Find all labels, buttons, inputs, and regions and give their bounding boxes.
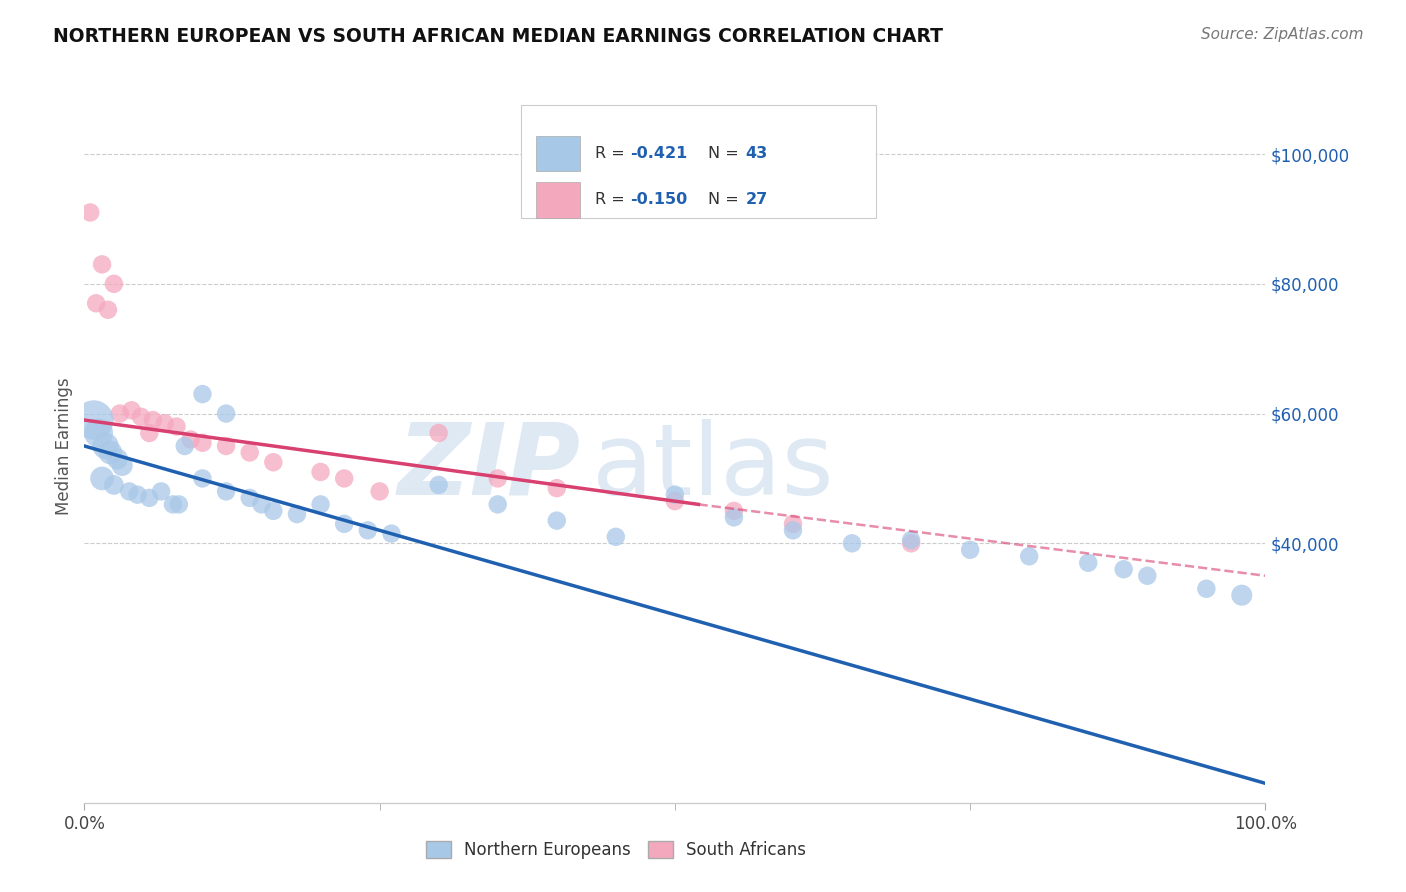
FancyBboxPatch shape xyxy=(536,182,581,218)
Point xyxy=(239,445,262,459)
Point xyxy=(98,445,121,459)
FancyBboxPatch shape xyxy=(536,136,581,171)
Point xyxy=(605,530,627,544)
Point xyxy=(723,510,745,524)
Point xyxy=(84,296,107,310)
Point xyxy=(427,425,450,440)
Point xyxy=(333,516,356,531)
Point xyxy=(97,302,120,317)
Point xyxy=(333,471,356,485)
Point xyxy=(103,478,125,492)
Point xyxy=(142,413,165,427)
Point xyxy=(309,465,332,479)
Point xyxy=(118,484,141,499)
Point xyxy=(91,257,114,271)
Point xyxy=(841,536,863,550)
Point xyxy=(486,497,509,511)
Text: 43: 43 xyxy=(745,146,768,161)
Point xyxy=(782,516,804,531)
Point xyxy=(87,425,110,440)
Point xyxy=(191,471,214,485)
Point xyxy=(215,439,238,453)
Point xyxy=(427,478,450,492)
Point xyxy=(959,542,981,557)
Point xyxy=(108,407,131,421)
Text: N =: N = xyxy=(709,146,744,161)
Point xyxy=(285,507,308,521)
Point xyxy=(111,458,134,473)
Point xyxy=(782,524,804,538)
Point xyxy=(173,439,195,453)
Point xyxy=(546,481,568,495)
Y-axis label: Median Earnings: Median Earnings xyxy=(55,377,73,515)
Point xyxy=(191,435,214,450)
Point xyxy=(1018,549,1040,564)
Text: atlas: atlas xyxy=(592,419,834,516)
Point xyxy=(380,526,402,541)
Point xyxy=(107,452,129,467)
Point xyxy=(486,471,509,485)
Text: -0.421: -0.421 xyxy=(630,146,688,161)
Point xyxy=(191,387,214,401)
Text: R =: R = xyxy=(595,146,630,161)
Point xyxy=(1112,562,1135,576)
Text: ZIP: ZIP xyxy=(398,419,581,516)
Text: N =: N = xyxy=(709,193,744,207)
Point xyxy=(138,425,160,440)
Point xyxy=(127,488,149,502)
Text: 27: 27 xyxy=(745,193,768,207)
Point xyxy=(138,491,160,505)
Point xyxy=(83,413,105,427)
Point xyxy=(79,205,101,219)
Point xyxy=(357,524,380,538)
Point xyxy=(368,484,391,499)
Point xyxy=(1136,568,1159,582)
Point xyxy=(94,439,117,453)
Text: NORTHERN EUROPEAN VS SOUTH AFRICAN MEDIAN EARNINGS CORRELATION CHART: NORTHERN EUROPEAN VS SOUTH AFRICAN MEDIA… xyxy=(53,27,943,45)
Point xyxy=(309,497,332,511)
Point xyxy=(215,407,238,421)
Point xyxy=(150,484,173,499)
Point xyxy=(1195,582,1218,596)
Point xyxy=(723,504,745,518)
Point xyxy=(121,403,143,417)
Point xyxy=(167,497,190,511)
Point xyxy=(153,417,176,431)
Point xyxy=(900,536,922,550)
Point xyxy=(162,497,184,511)
Point xyxy=(262,455,284,469)
Point xyxy=(262,504,284,518)
Legend: Northern Europeans, South Africans: Northern Europeans, South Africans xyxy=(419,834,813,866)
Text: R =: R = xyxy=(595,193,630,207)
Point xyxy=(664,494,686,508)
Text: -0.150: -0.150 xyxy=(630,193,688,207)
Point xyxy=(546,514,568,528)
Point xyxy=(664,488,686,502)
Point xyxy=(180,433,202,447)
Point xyxy=(239,491,262,505)
Point xyxy=(103,277,125,291)
Point xyxy=(166,419,188,434)
Point xyxy=(91,471,114,485)
Point xyxy=(250,497,273,511)
Point xyxy=(1077,556,1099,570)
Point xyxy=(900,533,922,547)
Point xyxy=(215,484,238,499)
Point xyxy=(1230,588,1253,602)
FancyBboxPatch shape xyxy=(522,105,876,218)
Text: Source: ZipAtlas.com: Source: ZipAtlas.com xyxy=(1201,27,1364,42)
Point xyxy=(129,409,152,424)
